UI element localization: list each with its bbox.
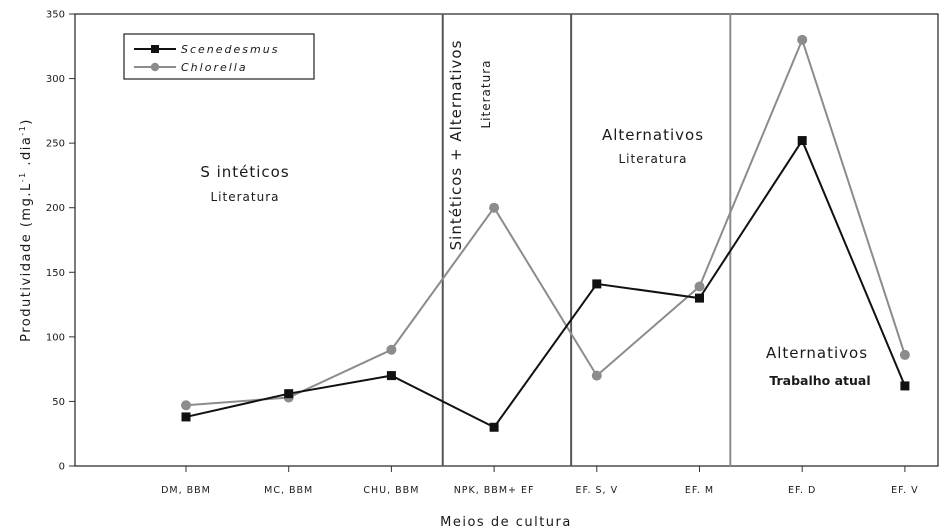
y-tick-label: 350 — [46, 10, 65, 21]
data-point-scenedesmus — [797, 136, 807, 146]
data-point-chlorella — [386, 344, 397, 355]
y-axis-label: Produtividade (mg.L-1 .dia-1) — [18, 118, 34, 342]
x-tick-label: EF. S, V — [576, 485, 619, 496]
y-axis-label-sup1: -1 — [18, 171, 27, 182]
data-point-scenedesmus — [489, 422, 499, 432]
data-point-chlorella — [591, 370, 602, 381]
series-scenedesmus — [181, 136, 910, 432]
x-tick-label: NPK, BBM+ EF — [454, 485, 535, 496]
y-axis-label-mid: .dia — [19, 136, 34, 172]
y-tick-label: 200 — [46, 203, 65, 214]
region-alt-lit-title: Alternativos — [602, 126, 704, 144]
x-tick-label: EF. M — [685, 485, 714, 496]
data-point-scenedesmus — [386, 371, 396, 381]
data-point-chlorella — [489, 202, 500, 213]
y-tick-label: 100 — [46, 332, 65, 343]
data-point-scenedesmus — [592, 279, 602, 289]
y-tick-label: 0 — [59, 462, 65, 473]
x-tick-label: MC, BBM — [264, 485, 313, 496]
legend: Scenedesmus Chlorella — [123, 33, 315, 80]
region-alt-atual-title: Alternativos — [766, 344, 868, 362]
y-tick-label: 50 — [52, 397, 65, 408]
region-sinteticos-subtitle: Literatura — [211, 190, 280, 204]
legend-marker-scenedesmus — [151, 45, 159, 53]
x-tick-label: DM, BBM — [161, 485, 211, 496]
region-alt-lit-subtitle: Literatura — [619, 152, 688, 166]
legend-label-chlorella: Chlorella — [181, 61, 248, 74]
legend-marker-chlorella — [150, 62, 160, 72]
y-axis-label-sup2: -1 — [18, 125, 27, 136]
y-tick-label: 300 — [46, 74, 65, 85]
region-mixed-title: Sintéticos + Alternativos — [447, 40, 465, 251]
data-point-chlorella — [797, 34, 808, 45]
y-axis-label-end: ) — [19, 118, 34, 125]
plot-frame — [74, 13, 939, 467]
region-alt-atual-subtitle: Trabalho atual — [769, 373, 870, 388]
data-point-scenedesmus — [900, 381, 910, 391]
y-axis-label-main: Produtividade (mg.L — [19, 182, 34, 342]
y-tick-label: 150 — [46, 268, 65, 279]
region-sinteticos: S intéticos Literatura — [200, 163, 289, 204]
data-point-scenedesmus — [695, 293, 704, 303]
legend-box — [123, 33, 315, 80]
plot-border — [74, 13, 939, 467]
y-axis-ticks: 0 50 100 150 200 250 300 350 — [46, 10, 75, 473]
x-tick-label: CHU, BBM — [363, 485, 419, 496]
region-sinteticos-title: S intéticos — [200, 163, 289, 181]
series-layer — [181, 34, 910, 432]
region-mixed-subtitle: Literatura — [479, 60, 493, 129]
data-point-scenedesmus — [284, 389, 294, 399]
region-dividers — [441, 14, 732, 466]
data-point-chlorella — [181, 400, 191, 411]
data-point-chlorella — [899, 349, 910, 360]
x-axis-label: Meios de cultura — [440, 515, 572, 530]
series-line-chlorella — [185, 36, 906, 407]
x-axis-ticks: DM, BBM MC, BBM CHU, BBM NPK, BBM+ EF EF. S,… — [161, 466, 918, 496]
legend-label-scenedesmus: Scenedesmus — [181, 43, 279, 56]
y-tick-label: 250 — [46, 139, 65, 150]
data-point-scenedesmus — [181, 412, 191, 422]
region-sinteticos-alternativos: Sintéticos + Alternativos Literatura — [447, 40, 493, 251]
data-point-chlorella — [694, 281, 705, 292]
x-tick-label: EF. V — [891, 485, 918, 496]
region-alternativos-atual: Alternativos Trabalho atual — [766, 344, 871, 388]
x-tick-label: EF. D — [788, 485, 816, 496]
region-alternativos-literatura: Alternativos Literatura — [602, 126, 704, 166]
series-line-scenedesmus — [185, 138, 906, 429]
